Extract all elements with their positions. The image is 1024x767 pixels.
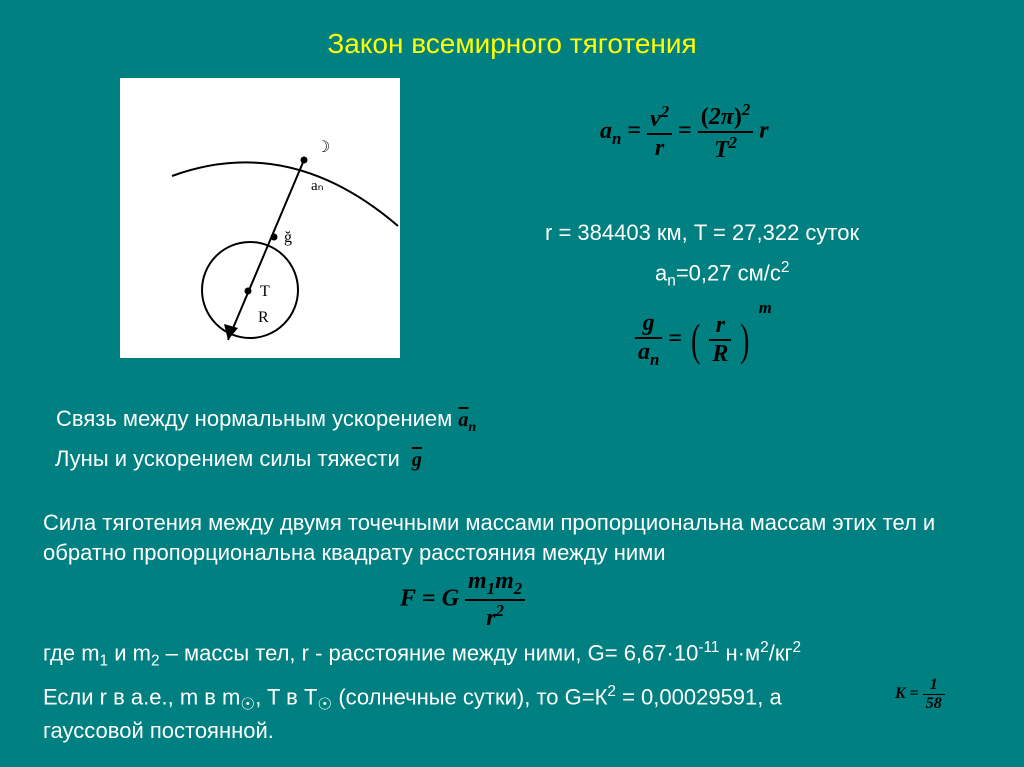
values-line-1: r = 384403 км, T = 27,322 суток	[545, 218, 859, 248]
formula-an: an = v2 r = (2π)2 T2 r	[600, 100, 769, 164]
connection-text-2: Луны и ускорением силы тяжести g	[55, 444, 422, 474]
an-lhs: an	[600, 118, 621, 144]
g-dot	[271, 234, 278, 241]
formula-gan: g an = ( r R ) m	[635, 310, 772, 370]
law-text: Сила тяготения между двумя точечными мас…	[43, 508, 983, 567]
moon-symbol: ☽	[316, 139, 330, 156]
lparen-icon: (	[691, 313, 700, 366]
an-label: aₙ	[311, 178, 324, 194]
t-label: T	[260, 283, 270, 300]
connection-text-1: Связь между нормальным ускорением an	[56, 404, 476, 438]
gan-eq: =	[668, 325, 688, 351]
k-frac: 1 58	[923, 676, 945, 713]
center-dot	[245, 288, 252, 295]
gan-lhs: g an	[635, 310, 662, 370]
gan-rhs: r R	[709, 312, 731, 368]
an-eq2: =	[678, 118, 698, 144]
gan-exp: m	[759, 298, 772, 317]
where-text: где m1 и m2 – массы тел, r - расстояние …	[43, 638, 1003, 673]
diagram-svg: ☽ aₙ ğ T R	[120, 78, 400, 358]
an-frac2: (2π)2 T2	[698, 100, 754, 164]
an-eq1: =	[627, 118, 647, 144]
formula-force: F = G m1m2 r2	[400, 568, 525, 632]
if-text: Если r в а.е., m в m☉, T в T☉ (солнечные…	[43, 682, 883, 746]
f-frac: m1m2 r2	[465, 568, 525, 632]
an-frac1: v2 r	[647, 102, 672, 162]
k-lhs: K =	[895, 685, 923, 702]
moon-dot	[301, 157, 308, 164]
page-title: Закон всемирного тяготения	[0, 28, 1024, 60]
rparen-icon: )	[740, 313, 749, 366]
orbit-arc	[172, 162, 398, 226]
r-label: R	[258, 309, 269, 326]
arrow-head	[224, 324, 238, 340]
an-bar: a	[458, 409, 468, 431]
f-lhs: F = G	[400, 585, 459, 611]
diagram: ☽ aₙ ğ T R	[120, 78, 400, 358]
g-label: ğ	[284, 229, 292, 246]
g-bar: g	[412, 449, 422, 471]
values-line-2: an=0,27 см/с2	[655, 258, 789, 293]
an-tail: r	[759, 118, 768, 144]
formula-k: K = 1 58	[895, 676, 945, 713]
